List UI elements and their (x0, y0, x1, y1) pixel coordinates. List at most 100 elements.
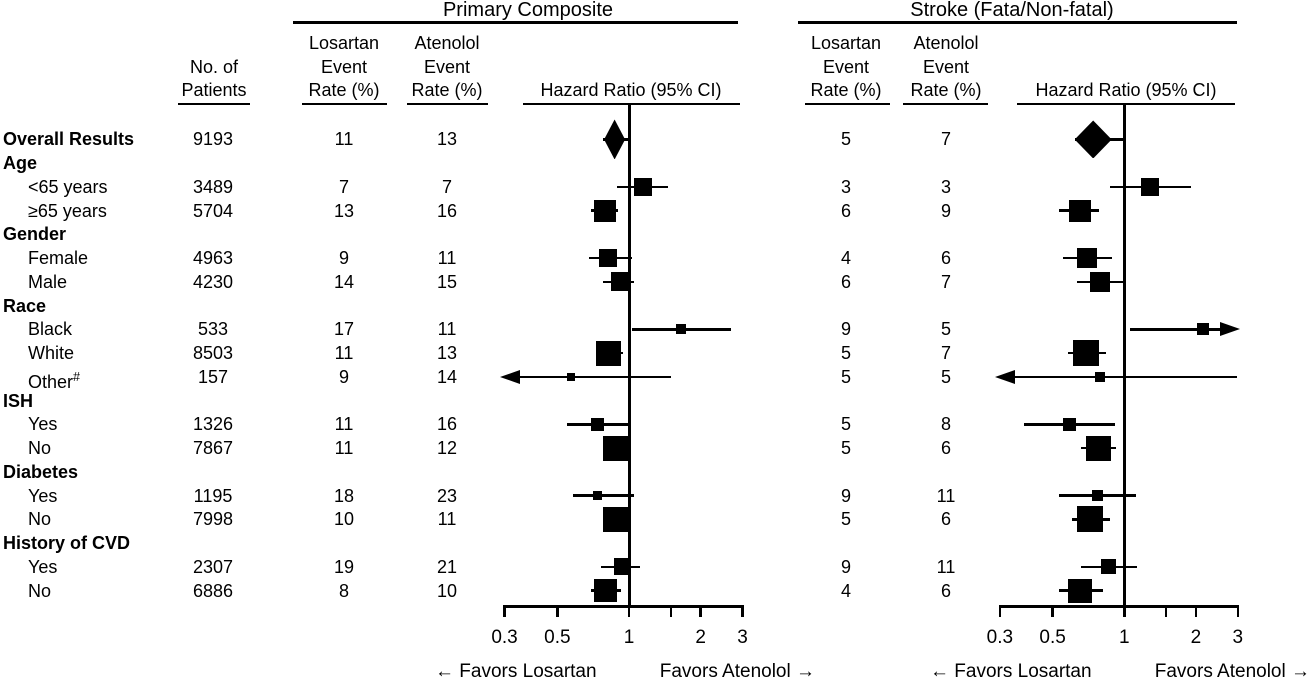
losartan-rate-value: 4 (840, 580, 851, 601)
row-label: Yes (28, 556, 58, 577)
column-header-atenolol-stroke: Atenolol Event Rate (%) (886, 32, 1006, 103)
row-label: No (28, 438, 52, 459)
row-label: Female (28, 248, 89, 269)
column-header-line: Event (922, 56, 970, 77)
column-underline-atenolol-primary (407, 102, 488, 105)
x-axis-tick (998, 605, 1002, 617)
column-header-hazard-stroke: Hazard Ratio (95% CI) (1035, 80, 1217, 100)
atenolol-rate-value: 6 (940, 248, 951, 269)
row-label: Race (3, 295, 47, 316)
x-axis-tick-label: 2 (1190, 627, 1202, 648)
hr-point-estimate-square (1063, 417, 1077, 431)
hr-point-estimate-square (599, 249, 618, 268)
atenolol-rate-value: 9 (940, 200, 951, 221)
atenolol-rate-value: 7 (940, 343, 951, 364)
row-label: Other# (28, 369, 81, 392)
losartan-rate-value: 9 (840, 319, 851, 340)
n-patients-value: 157 (197, 366, 229, 387)
atenolol-rate-value: 7 (441, 176, 452, 197)
column-underline-patients (178, 102, 250, 105)
atenolol-rate-value: 10 (436, 580, 458, 601)
x-axis-tick (1123, 605, 1126, 617)
hr-point-estimate-square (566, 372, 575, 381)
hr-point-estimate-square (594, 579, 618, 603)
x-axis-tick (669, 605, 673, 617)
column-underline-atenolol-stroke (903, 102, 988, 105)
hr-point-estimate-square (593, 199, 616, 222)
hr-point-estimate-square (633, 177, 652, 196)
losartan-rate-value: 9 (338, 366, 349, 387)
column-header-line: Rate (%) (910, 80, 982, 100)
ci-line (513, 375, 671, 379)
losartan-rate-value: 10 (333, 509, 355, 530)
x-axis-tick (1194, 605, 1198, 617)
n-patients-value: 7998 (192, 509, 234, 530)
atenolol-rate-value: 13 (436, 129, 458, 150)
favors-atenolol-label: Favors Atenolol → (659, 661, 815, 682)
atenolol-rate-value: 11 (437, 509, 457, 530)
hr-point-estimate-square (1077, 248, 1098, 269)
column-underline-losartan-stroke (805, 102, 890, 105)
column-header-line: Rate (%) (308, 80, 380, 100)
ci-arrow-left (994, 369, 1015, 384)
n-patients-value: 9193 (192, 129, 234, 150)
x-axis-tick-label: 0.5 (1039, 627, 1066, 648)
atenolol-rate-value: 21 (436, 556, 458, 577)
hr-point-estimate-square (1072, 340, 1099, 367)
x-axis-tick (741, 605, 744, 617)
x-axis-tick-label: 3 (737, 627, 748, 648)
favors-row-primary: ← Favors Losartan Favors Atenolol → (435, 661, 815, 683)
n-patients-value: 6886 (192, 580, 234, 601)
row-label: Yes (28, 414, 58, 435)
x-axis-tick-label: 2 (695, 627, 706, 648)
reference-line-hr-1 (1122, 104, 1126, 606)
atenolol-rate-value: 16 (436, 200, 458, 221)
atenolol-rate-value: 5 (940, 319, 951, 340)
row-label: Gender (3, 224, 67, 245)
hr-point-estimate-square (595, 340, 621, 366)
hr-point-estimate-square (610, 272, 630, 292)
hr-point-estimate-square (603, 435, 629, 461)
losartan-rate-value: 5 (840, 129, 851, 150)
row-label: Yes (28, 485, 58, 506)
x-axis-tick (699, 605, 702, 617)
losartan-rate-value: 6 (840, 271, 851, 292)
atenolol-rate-value: 8 (940, 414, 951, 435)
losartan-rate-value: 5 (840, 343, 851, 364)
favors-atenolol-label: Favors Atenolol → (1154, 661, 1310, 682)
atenolol-rate-value: 13 (436, 343, 458, 364)
atenolol-rate-value: 5 (940, 366, 951, 387)
x-axis-tick (1236, 605, 1240, 617)
title-underline-primary (293, 21, 738, 24)
hr-point-estimate-square (591, 417, 605, 431)
losartan-rate-value: 19 (333, 556, 355, 577)
row-label: Black (28, 319, 73, 340)
reference-line-hr-1 (627, 104, 631, 606)
atenolol-rate-value: 14 (436, 366, 458, 387)
atenolol-rate-value: 12 (436, 438, 458, 459)
losartan-rate-value: 11 (334, 129, 354, 150)
column-header-line: Patients (181, 80, 247, 100)
n-patients-value: 2307 (192, 556, 234, 577)
losartan-rate-value: 11 (334, 343, 354, 364)
ci-arrow-right (1219, 322, 1240, 337)
column-header-line: Event (320, 56, 368, 77)
hr-point-estimate-diamond (604, 119, 626, 160)
losartan-rate-value: 9 (840, 556, 851, 577)
panel-title-primary-composite: Primary Composite (442, 0, 614, 21)
column-underline-losartan-primary (302, 102, 387, 105)
column-header-line: Event (423, 56, 471, 77)
n-patients-value: 533 (197, 319, 229, 340)
atenolol-rate-value: 11 (437, 319, 457, 340)
hr-point-estimate-square (1068, 199, 1091, 222)
x-axis-tick-label: 0.3 (491, 627, 518, 648)
column-header-line: Event (822, 56, 870, 77)
row-label: Diabetes (3, 461, 79, 482)
favors-losartan-label: ← Favors Losartan (930, 661, 1092, 682)
losartan-rate-value: 7 (338, 176, 349, 197)
row-label: History of CVD (3, 533, 131, 554)
hr-point-estimate-square (1077, 506, 1104, 533)
losartan-rate-value: 13 (333, 200, 355, 221)
hr-point-estimate-square (1140, 177, 1159, 196)
losartan-rate-value: 11 (334, 414, 354, 435)
